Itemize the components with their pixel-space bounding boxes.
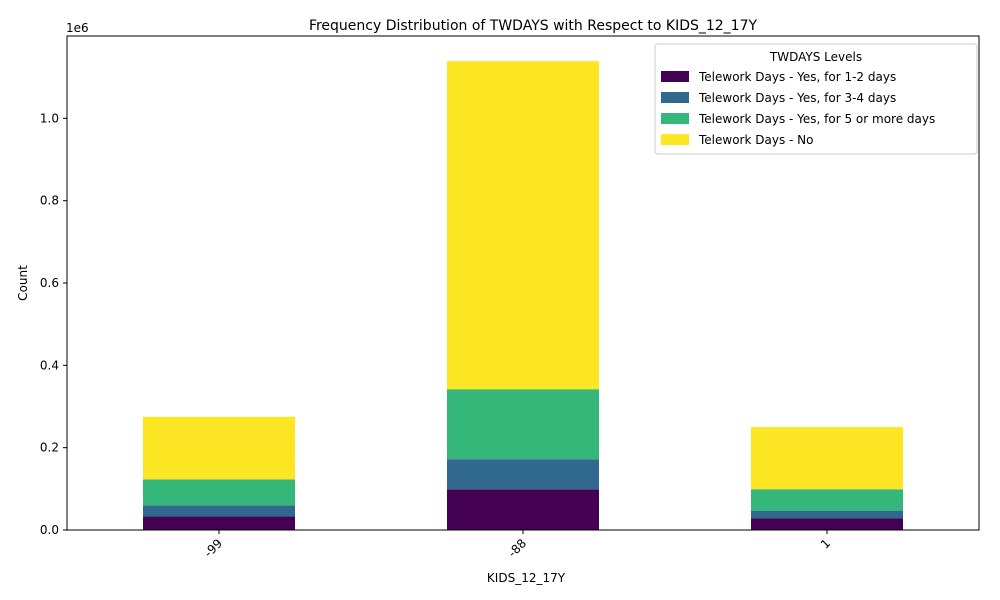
bar-segment	[751, 518, 903, 530]
bar-segment	[447, 489, 599, 530]
x-tick-label: -88	[505, 536, 529, 560]
legend-swatch	[661, 113, 689, 124]
y-axis-label: Count	[16, 265, 30, 301]
bar-segment	[143, 416, 295, 480]
bar-segment	[447, 61, 599, 390]
chart-title: Frequency Distribution of TWDAYS with Re…	[309, 18, 758, 34]
legend-swatch	[661, 134, 689, 145]
bar-segment	[751, 489, 903, 511]
legend: TWDAYS Levels Telework Days - Yes, for 1…	[654, 43, 978, 155]
legend-box	[654, 43, 978, 155]
y-tick-label: 0.8	[40, 194, 59, 208]
y-axis: 0.0 0.2 0.4 0.6 0.8 1.0	[40, 111, 67, 537]
y-tick-label: 0.2	[40, 441, 59, 455]
legend-entry-label: Telework Days - Yes, for 5 or more days	[698, 112, 935, 126]
legend-title: TWDAYS Levels	[769, 50, 862, 64]
legend-entry-label: Telework Days - No	[698, 133, 813, 147]
bar-segment	[751, 427, 903, 490]
legend-entry-label: Telework Days - Yes, for 3-4 days	[698, 91, 896, 105]
bar-segment	[143, 516, 295, 530]
plot-frame	[66, 35, 980, 531]
bar-segment	[447, 389, 599, 460]
x-tick-label: -99	[201, 536, 225, 560]
bars-group	[143, 61, 903, 530]
y-multiplier-label: 1e6	[66, 21, 89, 35]
y-tick-label: 1.0	[40, 111, 59, 125]
y-tick-label: 0.4	[40, 358, 59, 372]
y-tick-label: 0.6	[40, 276, 59, 290]
x-tick-label: 1	[818, 536, 833, 551]
x-axis-label: KIDS_12_17Y	[487, 571, 566, 585]
y-tick-label: 0.0	[40, 523, 59, 537]
bar-segment	[751, 510, 903, 519]
legend-entry-label: Telework Days - Yes, for 1-2 days	[698, 70, 896, 84]
legend-swatch	[661, 71, 689, 82]
bar-segment	[143, 505, 295, 517]
legend-swatch	[661, 92, 689, 103]
bar-segment	[143, 479, 295, 506]
bar-segment	[447, 459, 599, 490]
x-axis: -99 -88 1	[201, 530, 833, 560]
